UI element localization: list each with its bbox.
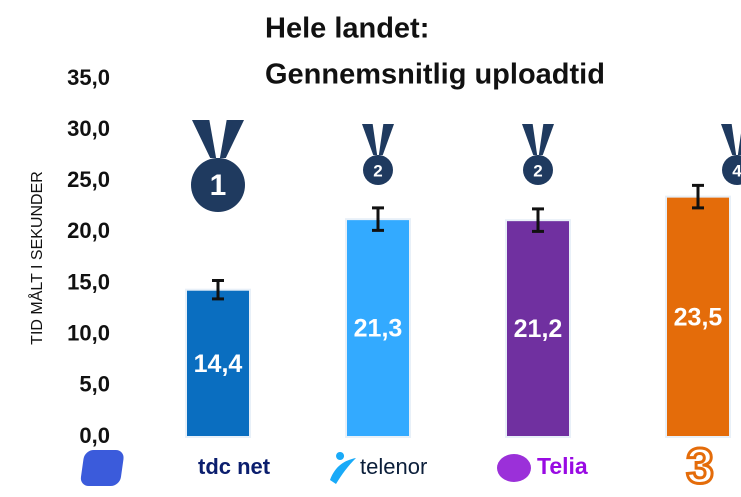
value-label: 21,3 (354, 315, 403, 343)
medal (722, 155, 741, 185)
value-label: 14,4 (194, 350, 243, 378)
medal-rank: 2 (373, 161, 382, 180)
y-tick-label: 35,0 (67, 65, 110, 90)
x-tick-label: 3 (686, 438, 714, 494)
medal-ribbon (362, 124, 394, 161)
y-tick-label: 15,0 (67, 269, 110, 294)
medal-ribbon (522, 124, 554, 161)
medal-rank: 1 (210, 169, 227, 202)
error-bar (372, 206, 384, 232)
y-tick-label: 5,0 (79, 372, 110, 397)
chart-title: Hele landet: (265, 13, 429, 45)
y-tick-label: 0,0 (79, 423, 110, 448)
medal-ribbon (721, 124, 741, 161)
medal-rank: 4 (732, 161, 741, 180)
x-tick-label: telenor (360, 454, 427, 479)
bar (665, 195, 731, 438)
y-tick-label: 30,0 (67, 116, 110, 141)
medal (191, 158, 245, 212)
medal-rank: 2 (533, 161, 542, 180)
bar (185, 288, 251, 438)
logo-icon (497, 454, 531, 482)
medal (363, 155, 393, 185)
bar (505, 219, 571, 438)
logo-icon (80, 450, 124, 486)
medal (523, 155, 553, 185)
x-tick-label: tdc net (198, 454, 271, 479)
error-bar (212, 279, 224, 301)
logo-icon (330, 452, 356, 484)
y-axis-label: TID MÅLT I SEKUNDER (27, 171, 46, 345)
x-tick-label: Telia (537, 453, 588, 479)
error-bar (532, 207, 544, 233)
value-label: 23,5 (674, 303, 723, 331)
y-tick-label: 25,0 (67, 167, 110, 192)
medal-ribbon (192, 120, 244, 169)
error-bar (692, 183, 704, 210)
value-label: 21,2 (514, 315, 563, 343)
y-tick-label: 10,0 (67, 321, 110, 346)
chart-title: Gennemsnitlig uploadtid (265, 59, 605, 91)
y-tick-label: 20,0 (67, 218, 110, 243)
